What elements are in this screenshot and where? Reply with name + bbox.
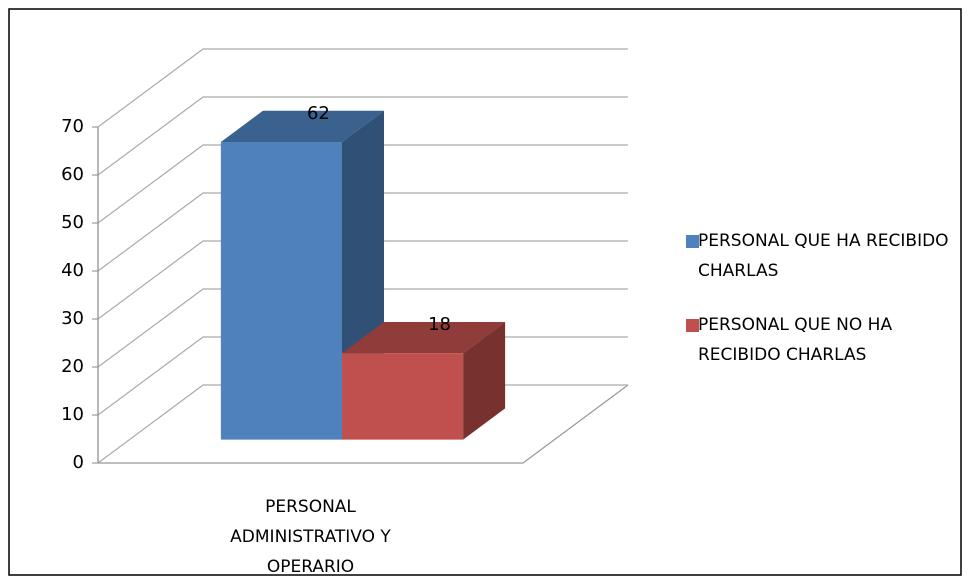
grid-line [97,144,628,224]
bar [220,142,342,440]
legend-swatch [686,235,699,248]
grid-line [97,96,628,176]
legend-label: PERSONAL QUE NO HA RECIBIDO CHARLAS [698,315,893,365]
grid-line [97,288,628,368]
grid-line [97,192,628,272]
bar-top [220,110,384,142]
bar-top [342,322,506,354]
y-tick-label: 30 [61,308,84,329]
legend-label: PERSONAL QUE HA RECIBIDO CHARLAS [698,231,949,281]
y-tick-label: 60 [61,164,84,185]
bar-side [463,322,506,440]
grid-line [97,48,628,128]
data-label: 18 [428,314,451,335]
y-tick-label: 50 [61,212,84,233]
grid-line [97,240,628,320]
y-tick-label: 70 [61,116,84,137]
chart-border [8,8,962,576]
data-label: 62 [307,103,330,124]
legend-swatch [686,319,699,332]
y-tick-label: 10 [61,404,84,425]
floor-edge [98,384,629,464]
y-tick-label: 20 [61,356,84,377]
x-tick-label: PERSONAL ADMINISTRATIVO Y OPERARIO [230,497,391,577]
y-tick-label: 40 [61,260,84,281]
bar [342,353,464,440]
y-tick-label: 0 [73,452,84,473]
